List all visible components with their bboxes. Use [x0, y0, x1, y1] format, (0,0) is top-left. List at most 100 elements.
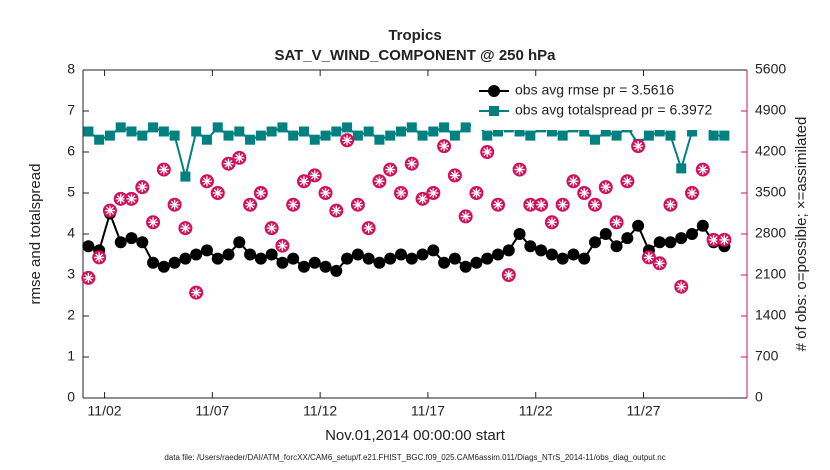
data-point	[590, 134, 601, 145]
data-point	[676, 163, 687, 174]
data-point	[481, 252, 494, 265]
obs-asterisk	[536, 199, 547, 210]
data-point	[385, 130, 396, 141]
data-point	[579, 126, 590, 137]
data-point	[719, 130, 730, 141]
obs-asterisk	[126, 193, 137, 204]
y-tick-label: 5	[67, 184, 75, 200]
data-point	[632, 219, 645, 232]
data-point	[525, 130, 536, 141]
data-point	[178, 221, 193, 236]
data-point	[708, 130, 719, 141]
data-point	[296, 174, 311, 189]
data-point	[502, 244, 515, 257]
obs-asterisk	[223, 158, 234, 169]
data-point	[265, 248, 278, 261]
data-point	[641, 250, 656, 265]
obs-asterisk	[568, 176, 579, 187]
data-point	[264, 221, 279, 236]
obs-asterisk	[428, 188, 439, 198]
data-point	[94, 134, 105, 145]
data-point	[298, 126, 309, 137]
data-point	[460, 122, 471, 133]
obs-asterisk	[590, 199, 601, 210]
data-point	[566, 174, 581, 189]
y-tick-label: 2	[67, 307, 75, 323]
obs-asterisk	[697, 164, 708, 175]
obs-asterisk	[158, 164, 169, 175]
data-point	[393, 186, 408, 200]
obs-asterisk	[600, 182, 611, 193]
y-tick-label: 4	[67, 225, 75, 241]
obs-asterisk	[546, 217, 557, 228]
data-point	[665, 130, 676, 141]
obs-asterisk	[191, 287, 202, 298]
x-tick-label: 11/17	[411, 403, 445, 419]
obs-asterisk	[288, 199, 299, 210]
y-tick-label: 7	[67, 102, 75, 118]
x-tick-label: 11/02	[88, 403, 122, 419]
data-point	[254, 252, 267, 265]
data-point	[253, 186, 268, 200]
data-point	[404, 156, 419, 171]
data-point	[555, 197, 570, 212]
obs-asterisk	[385, 164, 396, 175]
obs-asterisk	[395, 188, 406, 198]
data-point	[147, 256, 160, 269]
chart-subtitle: SAT_V_WIND_COMPONENT @ 250 hPa	[274, 47, 556, 64]
data-point	[449, 130, 460, 141]
data-point	[469, 186, 484, 200]
data-point	[243, 197, 258, 212]
data-point	[620, 174, 635, 189]
data-point	[350, 197, 365, 212]
obs-asterisk	[277, 240, 288, 251]
data-point	[210, 186, 225, 200]
obs-asterisk	[482, 147, 493, 157]
data-point	[514, 126, 525, 137]
data-point	[427, 244, 440, 257]
data-point	[512, 162, 527, 177]
obs-asterisk	[406, 158, 417, 169]
data-point	[92, 250, 107, 265]
obs-asterisk	[633, 141, 644, 152]
data-point	[588, 197, 603, 212]
data-point	[405, 252, 418, 265]
data-point	[501, 268, 516, 282]
data-point	[426, 186, 441, 200]
legend-label: obs avg totalspread pr = 6.3972	[515, 102, 713, 118]
data-point	[157, 260, 170, 273]
legend-box	[471, 76, 741, 130]
data-point	[524, 240, 537, 253]
data-point	[318, 186, 333, 200]
data-point	[156, 162, 171, 177]
data-point	[600, 126, 611, 137]
legend-label: obs avg rmse pr = 3.5616	[515, 82, 674, 98]
data-point	[125, 232, 138, 245]
data-point	[395, 126, 406, 137]
obs-asterisk	[245, 199, 256, 210]
data-point	[342, 122, 353, 133]
data-point	[167, 197, 182, 212]
data-point	[556, 252, 569, 265]
data-point	[695, 162, 710, 177]
data-point	[287, 252, 300, 265]
data-point	[482, 130, 493, 141]
data-point	[589, 236, 602, 249]
data-point	[104, 130, 115, 141]
data-point	[621, 232, 634, 245]
data-point	[288, 130, 299, 141]
obs-asterisk	[557, 199, 568, 210]
obs-asterisk	[719, 234, 730, 245]
data-point	[546, 126, 557, 137]
data-point	[696, 219, 709, 232]
obs-asterisk	[115, 193, 126, 204]
data-point	[567, 248, 580, 261]
obs-asterisk	[342, 135, 353, 146]
data-point	[663, 197, 678, 212]
obs-asterisk	[83, 272, 94, 283]
data-point	[158, 126, 169, 137]
data-point	[706, 232, 721, 247]
data-point	[557, 130, 568, 141]
data-point	[201, 134, 212, 145]
data-point	[631, 139, 646, 154]
